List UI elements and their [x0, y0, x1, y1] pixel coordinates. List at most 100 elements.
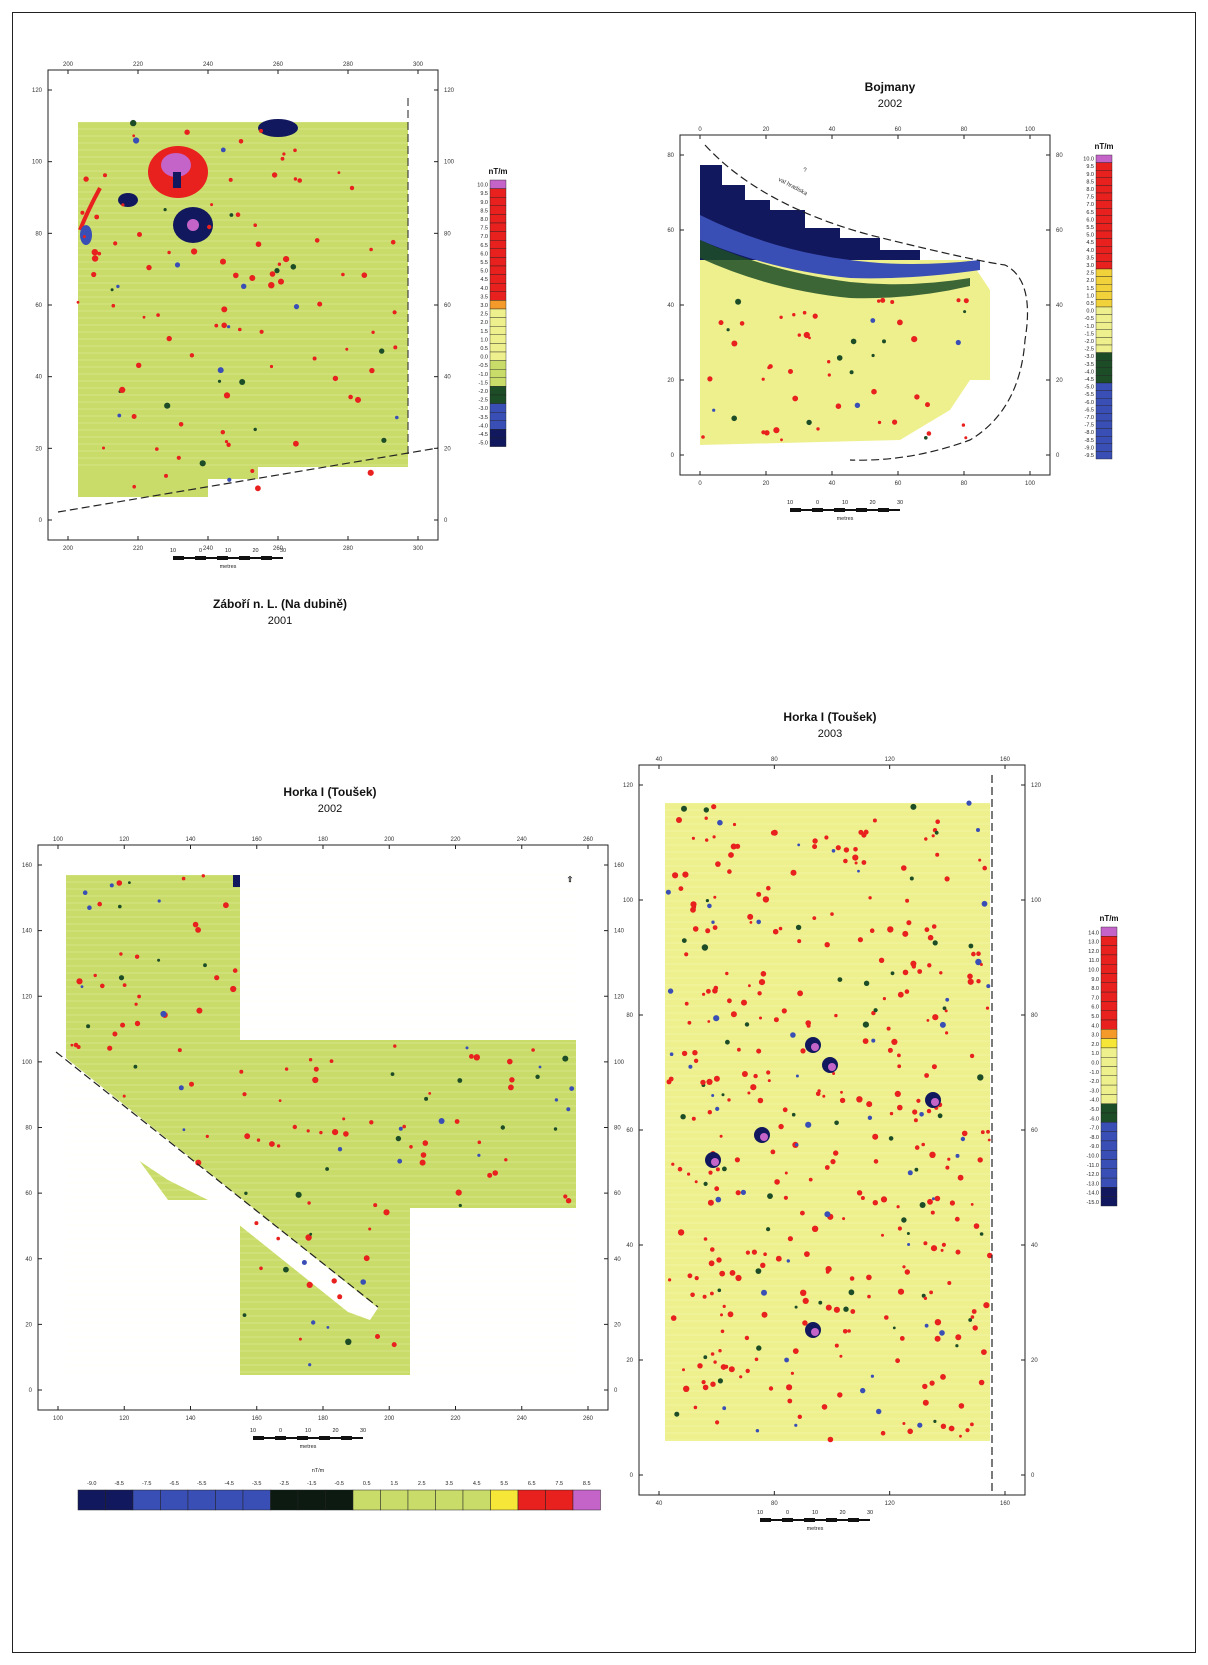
horka2002-legend-swatch [215, 1489, 244, 1511]
zabori-legend-swatch [489, 282, 507, 292]
zabori-anomaly-dot [314, 238, 320, 243]
horka2002-anomaly-dot [177, 1048, 182, 1053]
zabori-anomaly-dot [269, 364, 274, 369]
zabori-legend-value: 8.5 [480, 208, 488, 214]
horka2003-anomaly-dot [902, 969, 909, 976]
bojmany-legend-swatch [1095, 200, 1113, 209]
horka2003-anomaly-dot [827, 1436, 834, 1443]
zabori-anomaly-dot [369, 247, 373, 252]
horka2003-anomaly-dot [850, 1309, 856, 1314]
zabori-legend-swatch [489, 360, 507, 370]
bojmany-legend-value: -5.0 [1085, 385, 1094, 391]
zabori-anomaly-negative [118, 193, 138, 207]
horka2003-anomaly-dot [749, 921, 753, 924]
horka2003-anomaly-dot [960, 1136, 966, 1142]
zabori-anomaly-dot [217, 367, 224, 374]
horka2003-anomaly-dot [755, 1268, 762, 1274]
horka2002-anomaly-dot [133, 1064, 138, 1069]
horka2003-anomaly-dot [715, 1167, 720, 1172]
horka2002-anomaly-dot [134, 1020, 141, 1027]
horka2003-anomaly-dot [976, 979, 981, 984]
bojmany-scale-segment [856, 508, 867, 512]
zabori-anomaly-dot [259, 128, 263, 133]
horka2003-legend-value: -11.0 [1087, 1163, 1099, 1169]
zabori-anomaly-dot [259, 329, 264, 334]
horka2003-anomaly-dot [825, 1304, 832, 1311]
zabori-anomaly-dot [369, 367, 375, 374]
horka2003-anomaly-dot [866, 1101, 873, 1108]
horka2003-xtick-bottom: 80 [771, 1501, 778, 1507]
horka2003-anomaly-dot [767, 1079, 771, 1083]
horka2002-anomaly-dot [306, 1129, 310, 1133]
horka2003-anomaly-dot [954, 1216, 960, 1222]
horka2003-anomaly-dot [835, 845, 841, 851]
horka2002-scale-tick: 20 [332, 1428, 338, 1434]
horka2003-anomaly-dot [712, 835, 716, 839]
horka2002-anomaly-dot [311, 1320, 316, 1325]
bojmany-legend-value: 0.0 [1086, 309, 1094, 315]
horka2003-anomaly-dot [897, 1064, 902, 1069]
horka2003-anomaly-dot [748, 984, 751, 988]
horka2003-legend-value: 8.0 [1091, 986, 1099, 992]
horka2003-anomaly-dot [873, 1159, 879, 1164]
horka2003-legend-value: -9.0 [1090, 1144, 1099, 1150]
horka2002-anomaly-dot [397, 1158, 403, 1164]
horka2003-anomaly-dot [986, 1129, 990, 1134]
horka2002-anomaly-dot [192, 921, 199, 928]
horka2002-anomaly-dot [508, 1084, 514, 1091]
horka2003-anomaly-dot [745, 1250, 750, 1255]
horka2003-anomaly-dot [727, 998, 732, 1004]
bojmany-scale-segment [812, 508, 823, 512]
bojmany-legend-swatch [1095, 223, 1113, 232]
panel-zabori: 200 200 220 220 240 240 260 260 280 280 300 300 0 0 20… [28, 60, 558, 670]
horka2002-anomaly-dot [477, 1140, 482, 1145]
horka2002-anomaly-dot [230, 985, 237, 993]
horka2002-anomaly-dot [554, 1098, 559, 1102]
horka2003-anomaly-dot [939, 1021, 946, 1028]
horka2003-xtick-top: 120 [885, 757, 896, 763]
zabori-anomaly-dot [133, 137, 140, 144]
horka2003-anomaly-dot [724, 1364, 729, 1369]
horka2003-legend-swatch [1100, 1131, 1118, 1142]
zabori-anomaly-dot [136, 362, 142, 368]
horka2003-anomaly-dot [719, 1134, 723, 1138]
horka2003-anomaly-dot [729, 1270, 736, 1276]
horka2003-anomaly-dot [797, 990, 803, 997]
horka2003-anomaly-dot [978, 858, 982, 862]
horka2003-legend-swatch [1100, 1057, 1118, 1067]
horka2002-anomaly-dot [157, 958, 161, 962]
horka2002-xtick-bottom: 160 [252, 1416, 263, 1422]
bojmany-anomaly-dot [806, 419, 812, 426]
horka2003-anomaly-dot [872, 1133, 879, 1140]
horka2002-anomaly-dot [457, 1078, 463, 1083]
zabori-legend-value: 9.0 [480, 200, 488, 206]
horka2003-legend-value: -4.0 [1090, 1098, 1099, 1104]
horka2003-scale-segment [760, 1518, 771, 1522]
bojmany-anomaly-dot [877, 420, 882, 425]
horka2003-anomaly-dot [976, 951, 981, 956]
horka2003-anomaly-dot [871, 1038, 876, 1043]
bojmany-legend-value: -5.5 [1085, 392, 1094, 398]
horka2002-anomaly-dot [242, 1092, 247, 1097]
horka2003-anomaly-dot [842, 1329, 848, 1334]
horka2002-xtick-top: 120 [119, 837, 130, 843]
horka2002-anomaly-dot [424, 1096, 429, 1101]
zabori-xtick-top: 280 [343, 62, 354, 68]
bojmany-legend-swatch [1095, 215, 1113, 224]
bojmany-legend-swatch [1095, 329, 1113, 338]
zabori-legend-value: 2.0 [480, 320, 488, 326]
horka2003-anomaly-dot [708, 1260, 715, 1267]
bojmany-xtick-top: 0 [698, 127, 702, 133]
horka2003-anomaly-dot [824, 1165, 830, 1170]
horka2003-anomaly-dot [856, 1190, 863, 1196]
horka2003-anomaly-dot [715, 1420, 720, 1425]
horka2003-anomaly-dot [720, 1313, 723, 1317]
horka2002-anomaly-dot [428, 1092, 432, 1095]
zabori-legend-value: -1.0 [479, 372, 488, 378]
horka2003-anomaly-dot [691, 836, 695, 840]
horka2003-anomaly-dot [856, 1096, 863, 1103]
bojmany-xtick-top: 60 [895, 127, 902, 133]
horka2003-anomaly-dot [784, 1357, 789, 1363]
horka2002-anomaly-dot [343, 1131, 349, 1137]
zabori-anomaly-dot [132, 484, 136, 489]
